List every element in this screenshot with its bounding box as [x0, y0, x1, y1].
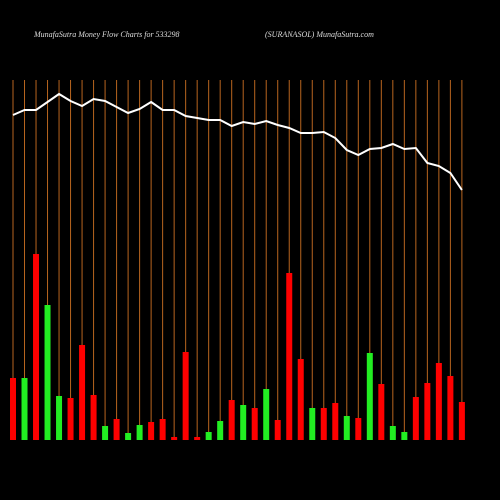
bar — [389, 426, 396, 440]
bar — [113, 419, 120, 440]
bar — [217, 421, 224, 440]
bar — [148, 422, 155, 440]
bar — [286, 273, 293, 440]
bar — [412, 397, 419, 440]
bar — [332, 403, 339, 440]
bar — [435, 363, 442, 440]
bar — [90, 395, 97, 440]
bar — [343, 416, 350, 440]
bar — [125, 433, 132, 440]
bar — [159, 419, 166, 440]
bar — [56, 396, 63, 440]
bar — [401, 432, 408, 440]
bar — [297, 359, 304, 440]
bar — [136, 425, 143, 440]
bar — [274, 420, 281, 440]
bar — [424, 383, 431, 440]
bar — [194, 437, 201, 440]
bar — [240, 405, 247, 440]
bar — [309, 408, 316, 440]
bar — [67, 398, 74, 440]
chart-title: MunafaSutra Money Flow Charts for 533298 — [33, 30, 180, 39]
bar — [447, 376, 454, 440]
bar — [102, 426, 109, 440]
flow-line — [12, 92, 463, 191]
bar — [366, 353, 373, 440]
bar — [182, 352, 189, 440]
bar — [171, 437, 178, 440]
bar — [251, 408, 258, 440]
bar — [44, 305, 51, 440]
bar — [79, 345, 86, 440]
bar — [355, 418, 362, 440]
bar — [263, 389, 270, 440]
bar — [320, 408, 327, 440]
bar — [228, 400, 235, 440]
bar — [378, 384, 385, 440]
bar — [21, 378, 28, 440]
bar — [10, 378, 16, 440]
chart-subtitle: (SURANASOL) MunafaSutra.com — [265, 30, 374, 39]
bar — [33, 254, 40, 440]
bar — [205, 432, 212, 440]
bar — [458, 402, 465, 440]
